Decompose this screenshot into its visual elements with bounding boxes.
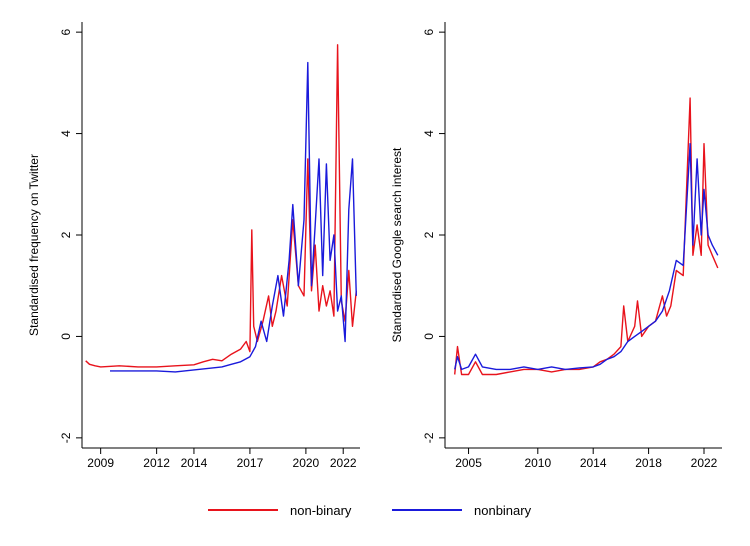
legend-label-non-binary: non-binary bbox=[290, 503, 352, 518]
series-line-nonbinary bbox=[110, 61, 357, 373]
x-tick-label: 2022 bbox=[330, 456, 357, 470]
x-tick-label: 2020 bbox=[293, 456, 320, 470]
panel-google: -2 0 2 4 6 2005 2010 2014 2018 2022 Standardised G… bbox=[390, 22, 722, 470]
y-tick-label: -2 bbox=[59, 432, 73, 443]
y-tick-label: 0 bbox=[59, 333, 73, 340]
x-tick-label: 2017 bbox=[237, 456, 264, 470]
legend: non-binary nonbinary bbox=[208, 503, 532, 518]
legend-label-nonbinary: nonbinary bbox=[474, 503, 532, 518]
series-line-non-binary bbox=[454, 97, 719, 376]
x-tick-label: 2005 bbox=[455, 456, 482, 470]
x-tick-label: 2018 bbox=[635, 456, 662, 470]
y-axis-title: Standardised Google search interest bbox=[390, 147, 404, 342]
y-tick-label: 4 bbox=[59, 130, 73, 137]
x-tick-label: 2014 bbox=[181, 456, 208, 470]
y-axis-title: Standardised frequency on Twitter bbox=[27, 154, 41, 336]
x-tick-label: 2010 bbox=[524, 456, 551, 470]
series-line-non-binary bbox=[85, 44, 357, 368]
y-tick-label: 4 bbox=[422, 130, 436, 137]
x-tick-label: 2012 bbox=[143, 456, 170, 470]
x-tick-label: 2014 bbox=[580, 456, 607, 470]
y-tick-label: -2 bbox=[422, 432, 436, 443]
y-tick-label: 6 bbox=[59, 28, 73, 35]
y-tick-label: 6 bbox=[422, 28, 436, 35]
panel-twitter: -2 0 2 4 6 2009 2012 2014 2017 2020 2022 Standardis… bbox=[27, 22, 360, 470]
x-tick-label: 2009 bbox=[87, 456, 114, 470]
y-tick-label: 2 bbox=[59, 231, 73, 238]
y-tick-label: 2 bbox=[422, 231, 436, 238]
series-line-nonbinary bbox=[454, 142, 719, 371]
x-tick-label: 2022 bbox=[691, 456, 718, 470]
y-tick-label: 0 bbox=[422, 333, 436, 340]
